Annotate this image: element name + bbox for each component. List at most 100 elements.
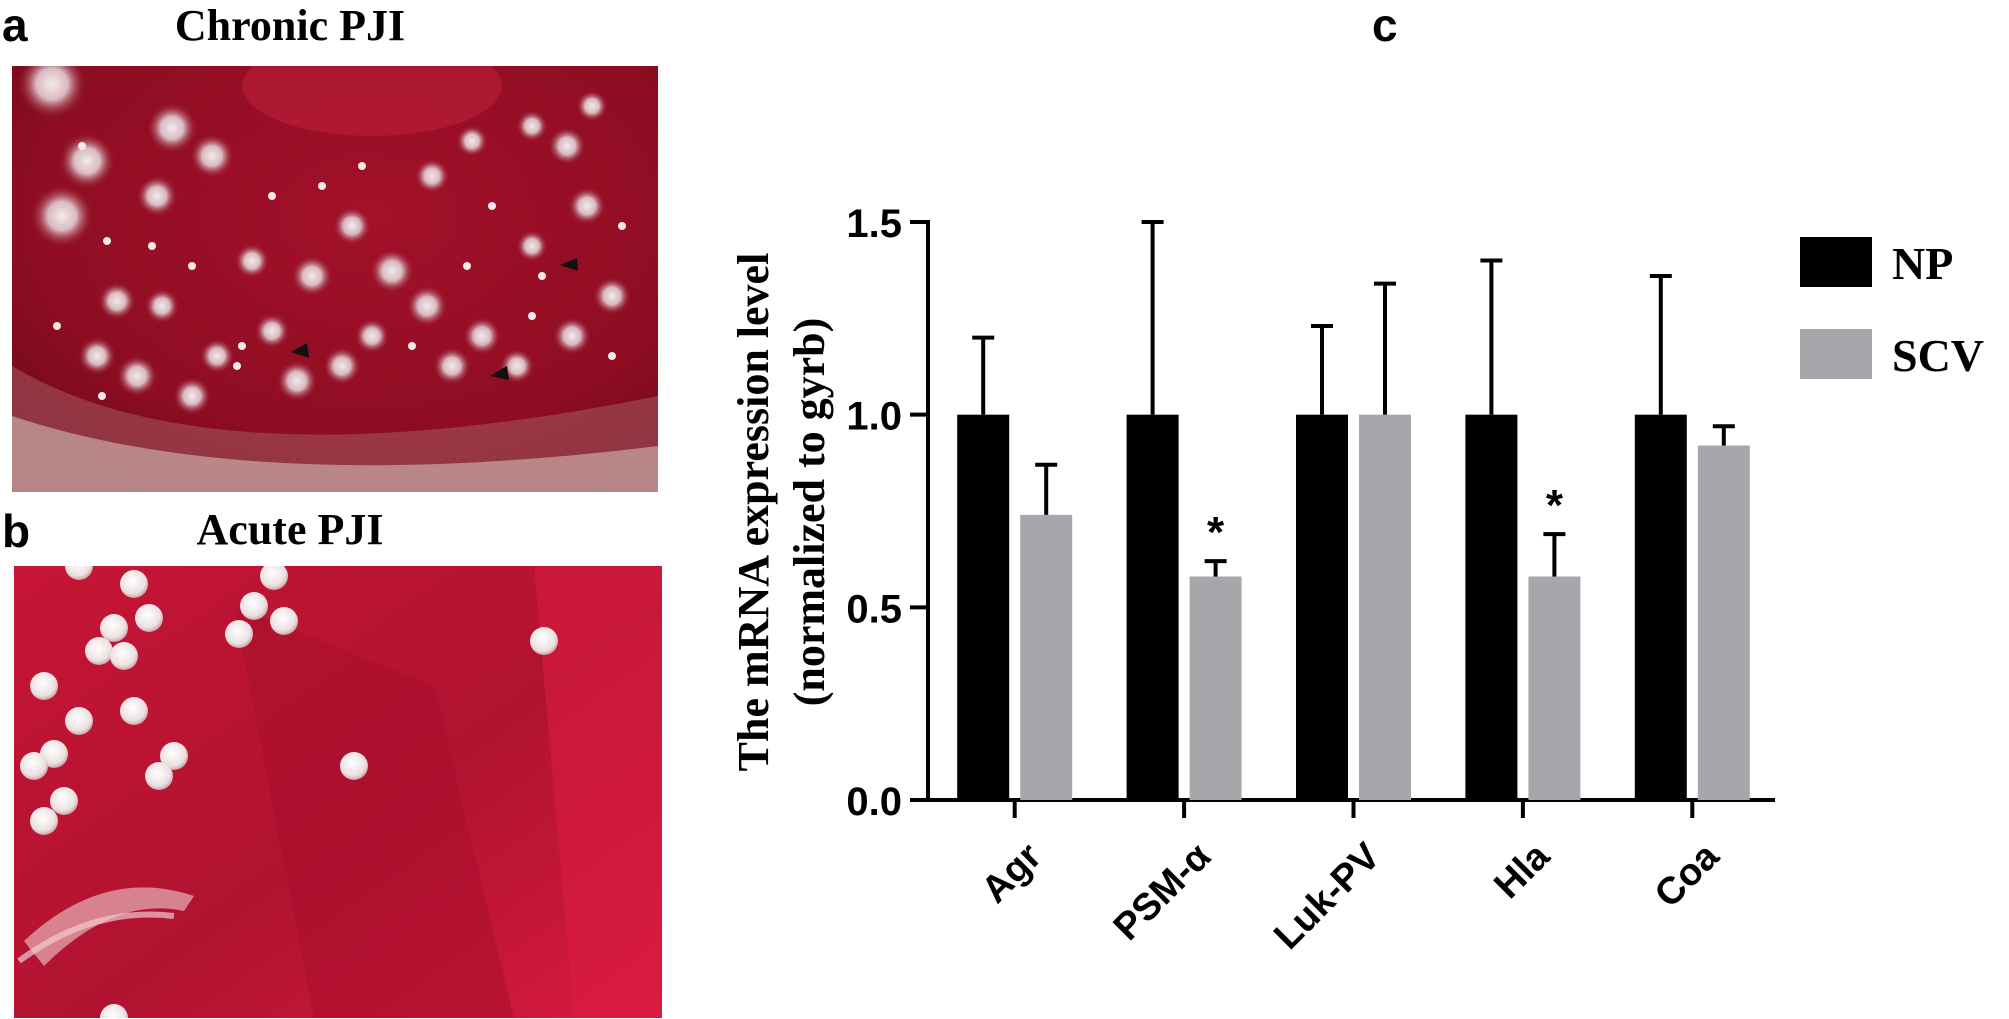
colony: [144, 288, 180, 324]
colony: [340, 752, 368, 780]
bar-scv-2: [1359, 414, 1411, 800]
colony: [291, 255, 333, 297]
colony: [618, 222, 626, 230]
colony: [160, 742, 188, 770]
colony: [16, 66, 88, 120]
legend-swatch-scv: [1800, 329, 1872, 379]
colony: [354, 318, 390, 354]
colony: [188, 262, 196, 270]
colony: [233, 362, 241, 370]
colony: [260, 566, 288, 590]
x-tick-label-3: Hla: [1486, 835, 1558, 907]
colony: [199, 338, 235, 374]
colony: [103, 237, 111, 245]
y-tick-label: 0.0: [846, 780, 902, 824]
colony: [53, 322, 61, 330]
bar-scv-4: [1697, 445, 1750, 800]
y-tick-label: 0.5: [846, 587, 902, 631]
panel-b-letter: b: [2, 505, 31, 557]
colony: [552, 316, 592, 356]
colony: [146, 102, 198, 154]
colony: [462, 316, 502, 356]
colony: [30, 672, 58, 700]
panel-a-letter: a: [2, 0, 28, 51]
colony: [238, 342, 246, 350]
colony: [358, 162, 366, 170]
acute-pji-plate-image: [14, 566, 662, 1018]
significance-marker-3: *: [1546, 481, 1564, 530]
colony: [65, 707, 93, 735]
colony: [488, 202, 496, 210]
colony: [234, 243, 270, 279]
colony: [547, 126, 587, 166]
colony: [189, 133, 235, 179]
colony: [100, 614, 128, 642]
colony: [50, 787, 78, 815]
colony: [254, 313, 290, 349]
bar-scv-0: [1020, 514, 1073, 800]
colony: [322, 346, 362, 386]
colony: [516, 110, 548, 142]
colony: [369, 248, 415, 294]
colony: [240, 592, 268, 620]
colony: [530, 627, 558, 655]
colony: [97, 281, 137, 321]
colony: [77, 336, 117, 376]
y-axis-label-line1: The mRNA expression level: [729, 253, 778, 772]
colony: [456, 125, 488, 157]
legend-label-scv: SCV: [1892, 330, 1984, 381]
colony: [516, 230, 548, 262]
colony: [110, 642, 138, 670]
colony: [100, 1004, 128, 1018]
colony: [406, 285, 448, 327]
x-tick-label-0: Agr: [974, 835, 1050, 911]
panel-b-title: Acute PJI: [196, 505, 384, 554]
x-tick-label-4: Coa: [1647, 835, 1728, 916]
colony: [172, 376, 212, 416]
legend-swatch-np: [1800, 237, 1872, 287]
y-tick-label: 1.0: [846, 395, 902, 439]
colony: [58, 132, 116, 190]
bar-np-1: [1126, 414, 1179, 800]
colony: [78, 142, 86, 150]
colony: [135, 604, 163, 632]
legend-label-np: NP: [1892, 238, 1953, 289]
bar-scv-3: [1528, 576, 1581, 800]
colony: [592, 276, 632, 316]
y-tick-label: 1.5: [846, 202, 902, 246]
colony: [408, 342, 416, 350]
colony: [98, 392, 106, 400]
colony: [432, 346, 472, 386]
colony: [318, 182, 326, 190]
colony: [120, 570, 148, 598]
colony: [567, 186, 607, 226]
colony: [463, 262, 471, 270]
colony: [148, 242, 156, 250]
colony: [136, 175, 178, 217]
chronic-pji-plate-image: [12, 66, 658, 492]
colony: [20, 752, 48, 780]
panel-c-letter: c: [1372, 0, 1398, 51]
significance-marker-1: *: [1207, 508, 1225, 557]
colony: [268, 192, 276, 200]
colony: [576, 90, 608, 122]
colony: [120, 697, 148, 725]
colony: [116, 355, 158, 397]
colony: [145, 762, 173, 790]
colony: [225, 620, 253, 648]
x-tick-label-1: PSM-α: [1106, 835, 1219, 948]
x-tick-label-2: Luk-PV: [1266, 835, 1389, 958]
colony: [30, 807, 58, 835]
colony: [30, 184, 94, 248]
colony: [65, 566, 93, 580]
bar-np-2: [1296, 414, 1348, 800]
bar-np-4: [1634, 414, 1687, 800]
colony: [414, 158, 450, 194]
colony: [85, 637, 113, 665]
colony: [332, 206, 372, 246]
bar-np-0: [957, 414, 1010, 800]
colony: [538, 272, 546, 280]
chronic-pji-plate-photo: [12, 66, 658, 492]
colony: [270, 607, 298, 635]
